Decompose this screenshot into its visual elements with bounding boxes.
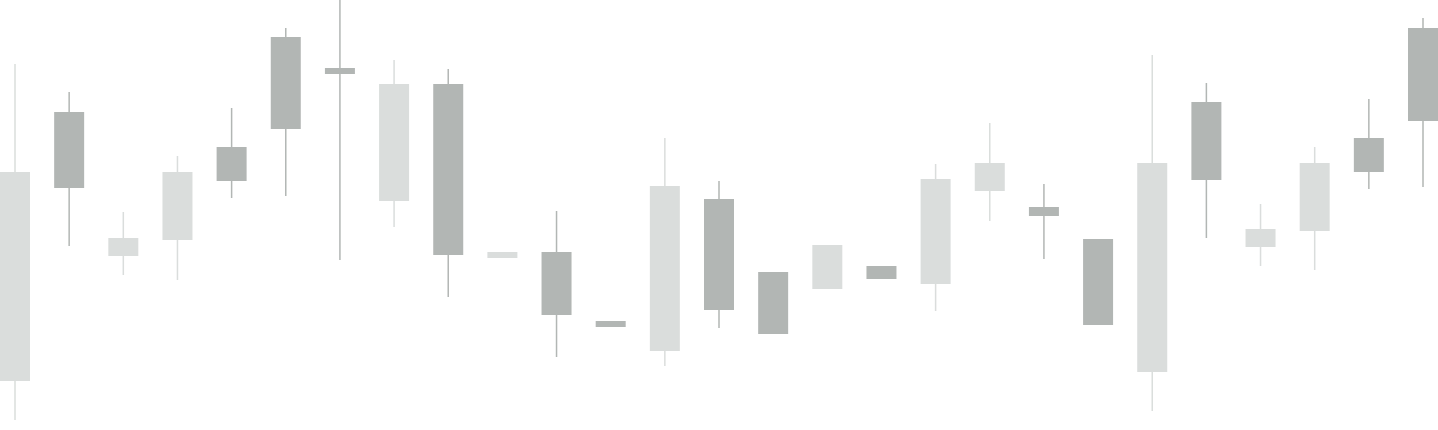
candle-body bbox=[595, 321, 626, 327]
candle-body bbox=[379, 84, 410, 201]
candle-body bbox=[1191, 102, 1222, 180]
candle-body bbox=[1245, 229, 1276, 247]
candle-body bbox=[433, 84, 464, 255]
candle-body bbox=[1408, 28, 1438, 121]
candle-body bbox=[812, 245, 843, 289]
candle-body bbox=[1028, 207, 1059, 216]
candle-body bbox=[54, 112, 85, 188]
candle-body bbox=[270, 37, 301, 129]
candle-body bbox=[974, 163, 1005, 191]
candle-body bbox=[704, 199, 734, 310]
candle-body bbox=[162, 172, 193, 240]
candle-body bbox=[758, 272, 789, 334]
candle-body bbox=[1083, 239, 1114, 325]
candle-body bbox=[487, 252, 518, 258]
candle-body bbox=[0, 172, 30, 381]
candle-body bbox=[108, 238, 139, 256]
candle-body bbox=[920, 179, 951, 284]
candle-body bbox=[216, 147, 247, 181]
candle-body bbox=[324, 68, 355, 74]
candle-body bbox=[1137, 163, 1168, 372]
candle-body bbox=[541, 252, 572, 315]
candle-body bbox=[649, 186, 680, 351]
candle-body bbox=[866, 266, 897, 279]
candle-body bbox=[1353, 138, 1384, 172]
candle-body bbox=[1299, 163, 1330, 231]
